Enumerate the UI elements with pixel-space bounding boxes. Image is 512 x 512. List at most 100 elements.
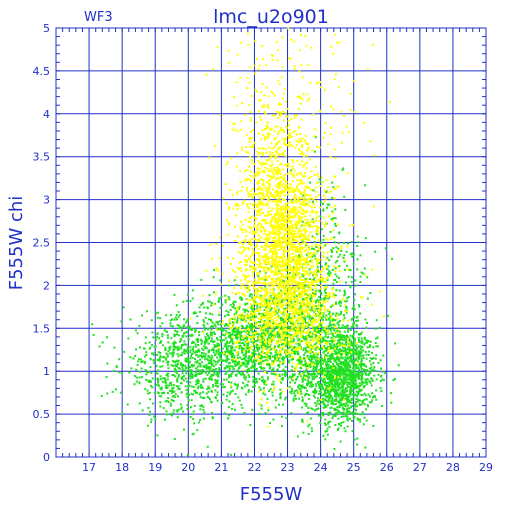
data-point: [300, 310, 303, 313]
data-point: [239, 314, 242, 317]
data-point: [275, 248, 278, 251]
data-point: [293, 315, 296, 318]
data-point: [194, 328, 196, 331]
data-point: [270, 277, 273, 280]
data-point: [339, 338, 342, 341]
data-point: [240, 189, 243, 192]
data-point: [235, 374, 238, 377]
data-point: [198, 372, 200, 375]
data-point: [237, 396, 240, 399]
data-point: [298, 254, 300, 257]
data-point: [363, 392, 366, 395]
data-point: [241, 407, 244, 409]
data-point: [262, 294, 265, 297]
data-point: [336, 382, 339, 385]
data-point: [156, 434, 159, 437]
data-point: [332, 319, 335, 322]
data-point: [231, 318, 234, 320]
data-point: [315, 299, 318, 302]
data-point: [243, 310, 246, 313]
data-point: [284, 337, 287, 340]
data-point: [343, 291, 346, 294]
data-point: [308, 381, 310, 384]
data-point: [314, 388, 317, 391]
data-point: [252, 265, 255, 268]
data-point: [324, 335, 327, 338]
data-point: [188, 365, 191, 368]
data-point: [138, 324, 141, 327]
data-point: [335, 250, 338, 253]
data-point: [265, 312, 268, 315]
data-point: [258, 312, 260, 315]
data-point: [278, 363, 281, 366]
data-point: [361, 401, 364, 404]
data-point: [192, 432, 195, 435]
data-point: [301, 288, 304, 291]
data-point: [320, 416, 322, 419]
data-point: [178, 327, 181, 330]
data-point: [278, 208, 281, 211]
data-point: [291, 341, 294, 344]
data-point: [281, 299, 284, 302]
data-point: [268, 367, 271, 370]
data-point: [198, 334, 201, 337]
data-point: [364, 371, 367, 374]
data-point: [375, 398, 378, 401]
data-point: [257, 352, 260, 355]
data-point: [309, 417, 312, 420]
data-point: [220, 341, 223, 344]
data-point: [337, 382, 340, 385]
data-point: [313, 255, 316, 257]
data-point: [297, 339, 300, 342]
data-point: [311, 292, 314, 295]
data-point: [337, 409, 340, 412]
data-point: [214, 382, 217, 385]
data-point: [257, 275, 260, 278]
data-point: [220, 326, 223, 329]
data-point: [229, 374, 232, 377]
data-point: [211, 374, 213, 377]
data-point: [210, 319, 213, 322]
data-point: [245, 376, 248, 379]
data-point: [221, 329, 224, 332]
data-point: [292, 399, 295, 402]
data-point: [298, 362, 301, 365]
data-point: [169, 322, 172, 325]
data-point: [354, 367, 357, 370]
data-point: [229, 453, 232, 456]
data-point: [194, 330, 197, 333]
data-point: [279, 340, 282, 343]
data-point: [323, 224, 326, 227]
data-point: [176, 379, 178, 382]
data-point: [263, 352, 266, 355]
data-point: [222, 386, 225, 389]
data-point: [266, 342, 269, 345]
data-point: [359, 363, 362, 365]
data-point: [360, 342, 363, 345]
data-point: [304, 351, 307, 354]
data-point: [247, 333, 249, 335]
data-point: [291, 274, 294, 277]
data-point: [365, 408, 367, 411]
data-point: [246, 330, 249, 332]
data-point: [232, 329, 235, 332]
data-point: [337, 394, 340, 397]
data-point: [369, 371, 372, 374]
data-point: [212, 351, 215, 354]
data-point: [237, 340, 240, 343]
data-point: [316, 250, 319, 253]
data-point: [272, 326, 275, 329]
data-point: [271, 300, 274, 303]
data-point: [199, 408, 202, 411]
data-point: [345, 372, 347, 375]
data-point: [344, 368, 347, 371]
data-point: [303, 376, 306, 379]
data-point: [167, 350, 170, 353]
data-point: [157, 381, 159, 384]
data-point: [230, 386, 233, 389]
data-point: [165, 386, 168, 389]
data-point: [301, 379, 304, 382]
data-point: [192, 393, 194, 396]
data-point: [349, 286, 352, 289]
data-point: [220, 359, 223, 362]
